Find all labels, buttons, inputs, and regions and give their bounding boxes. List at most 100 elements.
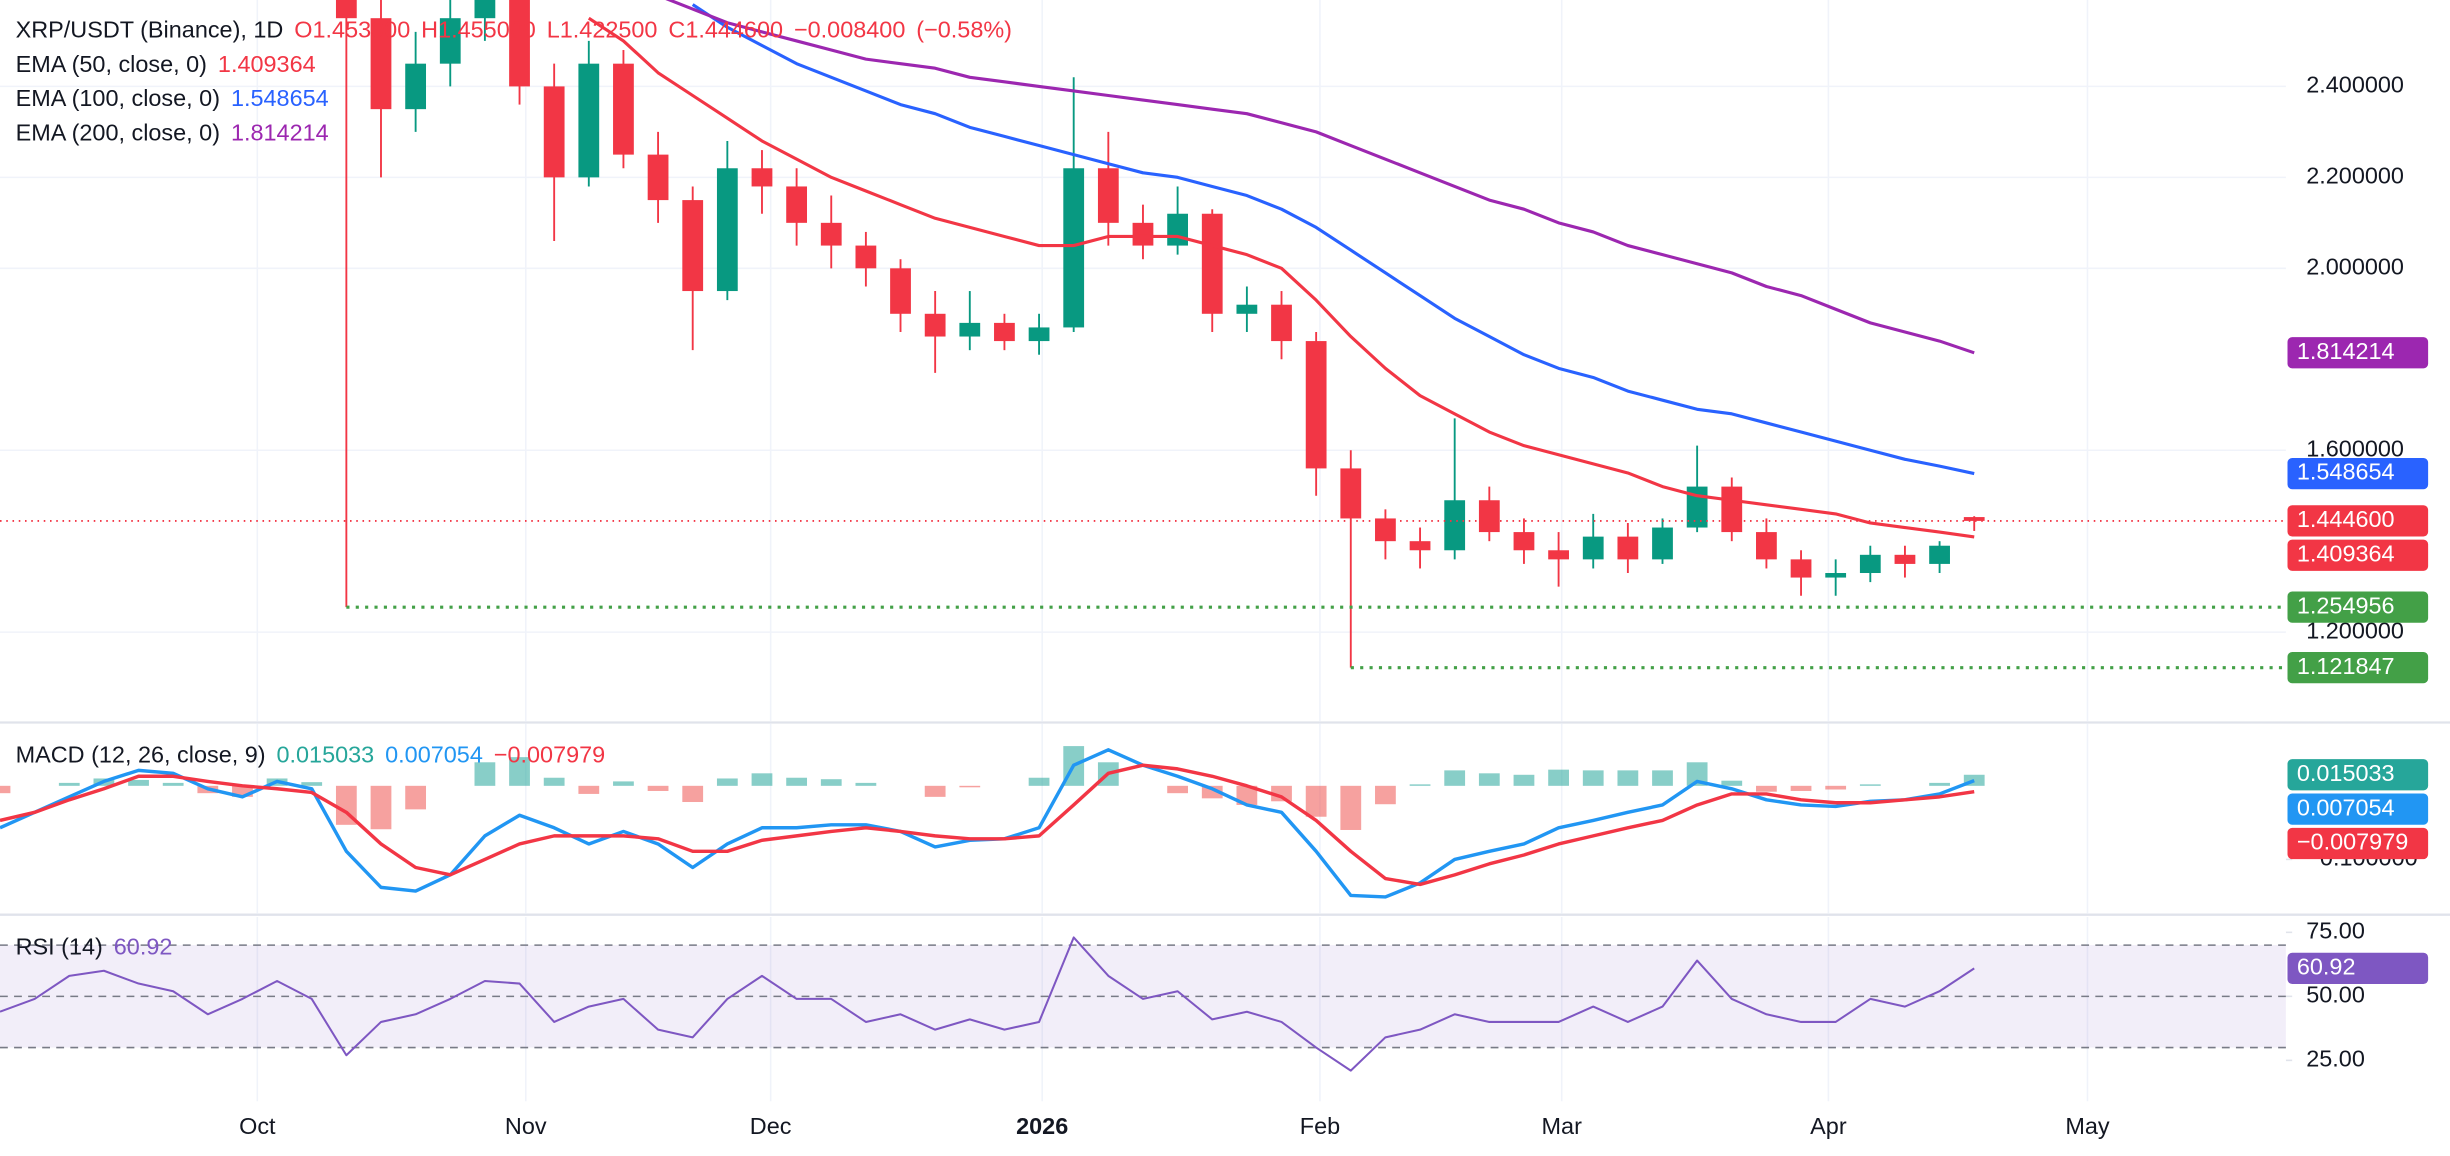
legend-text: 1.548654 xyxy=(231,85,329,111)
histogram-bar xyxy=(1201,785,1223,799)
legend-text: −0.007979 xyxy=(494,741,605,767)
price-badge-label: 1.548654 xyxy=(2297,459,2395,485)
candle-body xyxy=(1825,573,1847,578)
candle-body xyxy=(959,322,981,337)
macd-line xyxy=(0,763,1975,887)
candle-body xyxy=(890,268,911,314)
candle-body xyxy=(1201,213,1223,314)
legend-text: XRP/USDT (Binance), 1D xyxy=(16,16,284,42)
ema-line xyxy=(691,3,1975,476)
y-tick-label: 2.000000 xyxy=(2306,254,2404,280)
candle-body xyxy=(1409,541,1431,551)
histogram-bar xyxy=(162,782,184,786)
price-badge xyxy=(2287,759,2429,791)
x-tick-label: 2026 xyxy=(1016,1113,1068,1139)
candle-body xyxy=(1721,486,1743,533)
candle-body xyxy=(1582,536,1604,560)
histogram-bar xyxy=(1409,784,1431,786)
candle-body xyxy=(613,63,634,155)
candle-body xyxy=(335,0,357,19)
legend-text: RSI (14) xyxy=(16,933,103,959)
histogram-bar xyxy=(647,785,669,791)
candle-body xyxy=(370,18,392,110)
price-badge xyxy=(2287,827,2429,860)
price-badge xyxy=(2287,539,2429,571)
histogram-bar xyxy=(0,785,11,794)
candle-body xyxy=(1548,550,1569,560)
candle-body xyxy=(786,186,808,223)
price-badge-label: 1.444600 xyxy=(2297,506,2395,532)
price-badge-label: 60.92 xyxy=(2297,954,2356,980)
histogram-bar xyxy=(1929,782,1950,786)
price-badge-label: 1.254956 xyxy=(2297,592,2395,618)
candle-body xyxy=(439,18,461,64)
candle-body xyxy=(1375,518,1396,542)
histogram-bar xyxy=(1686,762,1708,786)
legend-text: EMA (100, close, 0) xyxy=(16,85,220,111)
x-tick-label: Feb xyxy=(1300,1113,1340,1139)
price-badge xyxy=(2287,457,2429,490)
legend-text: 0.007054 xyxy=(385,741,483,767)
histogram-bar xyxy=(1582,770,1604,786)
candle-body xyxy=(1617,536,1639,560)
x-tick-label: Dec xyxy=(750,1113,792,1139)
price-badge xyxy=(2287,337,2429,369)
y-tick-label: 2.200000 xyxy=(2306,163,2404,189)
histogram-bar xyxy=(128,779,149,786)
candle-body xyxy=(855,245,877,269)
histogram-bar xyxy=(1548,769,1569,786)
legend-text: O1.453000 xyxy=(294,16,410,42)
histogram-bar xyxy=(58,782,80,786)
histogram-bar xyxy=(1513,774,1535,786)
price-badge-label: 1.121847 xyxy=(2297,653,2395,679)
price-badge xyxy=(2287,652,2429,684)
pane xyxy=(0,723,2089,914)
histogram-bar xyxy=(1478,773,1500,786)
legend-text: MACD (12, 26, close, 9) xyxy=(16,741,266,767)
histogram-bar xyxy=(543,777,565,786)
histogram-bar xyxy=(1271,785,1292,802)
price-badge xyxy=(2287,505,2429,537)
y-tick-label: 2.400000 xyxy=(2306,72,2404,98)
candle-body xyxy=(682,200,704,292)
candle-body xyxy=(1097,168,1119,223)
candle-body xyxy=(1756,532,1777,560)
x-tick-label: May xyxy=(2065,1113,2110,1139)
candle-body xyxy=(1790,559,1812,578)
legend-text: 1.409364 xyxy=(218,51,316,77)
candle-body xyxy=(1340,468,1362,519)
histogram-bar xyxy=(1444,770,1466,786)
histogram-bar xyxy=(1028,777,1050,786)
x-tick-label: Mar xyxy=(1542,1113,1583,1139)
candle-body xyxy=(509,0,530,87)
legend-text: 1.814214 xyxy=(231,120,329,146)
price-badge-label: 1.814214 xyxy=(2297,338,2395,364)
histogram-bar xyxy=(578,785,600,794)
candle-body xyxy=(578,63,600,178)
x-tick-label: Nov xyxy=(505,1113,547,1139)
candle-body xyxy=(1652,527,1673,560)
histogram-bar xyxy=(1756,785,1777,792)
histogram-bar xyxy=(1721,780,1743,786)
candle-body xyxy=(1167,213,1188,246)
histogram-bar xyxy=(1790,785,1812,791)
candle-body xyxy=(1444,500,1466,551)
ema-line xyxy=(665,0,1975,355)
price-badge xyxy=(2287,793,2429,825)
histogram-bar xyxy=(370,785,392,830)
histogram-bar xyxy=(820,779,842,786)
candle-body xyxy=(994,322,1015,342)
rsi-line xyxy=(0,936,1975,1072)
price-badge xyxy=(2287,591,2429,623)
candle-body xyxy=(820,222,842,246)
price-badge-label: 0.015033 xyxy=(2297,760,2395,786)
legend-text: 0.015033 xyxy=(277,741,375,767)
histogram-bar xyxy=(1617,770,1639,786)
candle-body xyxy=(1894,554,1916,564)
histogram-bar xyxy=(1963,774,1985,786)
candle-body xyxy=(405,63,427,110)
histogram-bar xyxy=(786,777,808,786)
candle-body xyxy=(1236,304,1258,314)
